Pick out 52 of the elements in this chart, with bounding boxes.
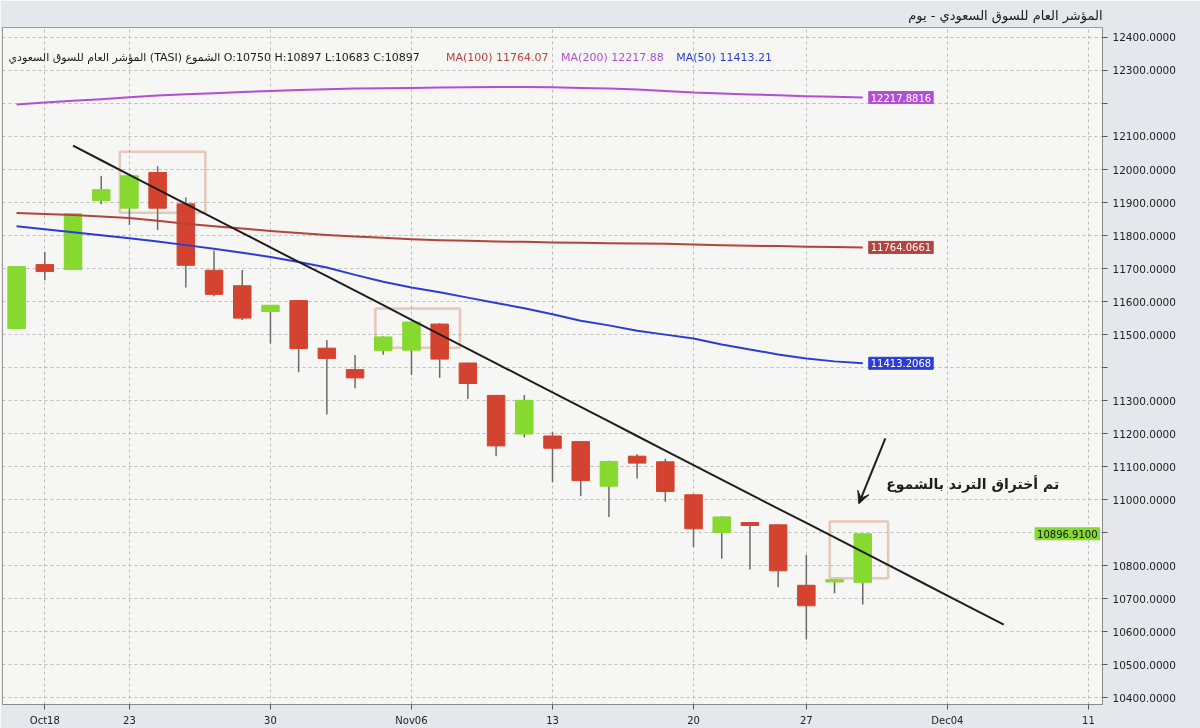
y-tick-label: 11500.0000: [1112, 328, 1176, 341]
y-tick-label: 11900.0000: [1112, 196, 1176, 209]
data-label: 11413.2068: [870, 358, 932, 370]
y-tick-label: 12400.0000: [1112, 31, 1176, 44]
candlestick: [345, 354, 365, 389]
y-tick-label: 12300.0000: [1112, 64, 1176, 77]
text: المؤشر العام للسوق السعودي (TASI) الشموع O:10750 H:10897 L:10683 C:10897: [8, 51, 420, 65]
y-tick-label: 10400.0000: [1112, 691, 1176, 704]
y-tick-label: 11300.0000: [1112, 394, 1176, 407]
x-tick-label: 11: [1082, 714, 1095, 726]
chart-title: المؤشر العام للسوق السعودي - يوم: [908, 7, 1103, 24]
line-series: [15, 225, 864, 365]
y-tick-label: 11000.0000: [1112, 493, 1176, 506]
x-tick-label: 20: [687, 714, 700, 726]
annotation: تم أختراق الترند بالشموع: [886, 475, 1060, 494]
y-tick-label: 11100.0000: [1112, 460, 1176, 473]
line-series: [15, 85, 864, 106]
y-tick-label: 10600.0000: [1112, 625, 1176, 638]
candlestick: [317, 339, 337, 416]
y-tick-label: 11700.0000: [1112, 262, 1176, 275]
x-tick-label: 27: [799, 714, 813, 726]
candlestick: [374, 335, 393, 356]
data-label: 12217.8816: [870, 92, 932, 104]
candlestick: [627, 453, 647, 480]
y-tick-label: 11200.0000: [1112, 427, 1176, 440]
y-tick-label: 12100.0000: [1112, 130, 1176, 143]
candlestick: [458, 361, 478, 400]
candlestick: [91, 175, 111, 205]
text: MA(100) 11764.07: [445, 51, 549, 65]
text: MA(200) 12217.88: [561, 51, 664, 65]
text: MA(50) 11413.21: [676, 51, 772, 65]
x-tick-label: Oct18: [29, 714, 60, 726]
x-tick-label: 23: [123, 714, 136, 726]
candlestick: [543, 430, 562, 483]
x-tick-label: 13: [546, 714, 559, 726]
candlestick: [797, 554, 816, 641]
y-tick-label: 11800.0000: [1112, 229, 1176, 242]
x-tick-label: 30: [264, 714, 277, 726]
candlestick: [712, 515, 731, 560]
candlestick: [740, 521, 760, 571]
text: 10896.9100: [1037, 528, 1098, 540]
candlestick: [35, 251, 55, 281]
y-tick-label: 10700.0000: [1112, 592, 1176, 605]
y-tick-label: 10800.0000: [1112, 559, 1176, 572]
x-tick-label: Nov06: [395, 714, 428, 726]
x-tick-label: Dec04: [931, 714, 964, 726]
data-label: 11764.0661: [870, 242, 932, 254]
candlestick: [261, 304, 280, 345]
line-series: [15, 212, 864, 249]
y-tick-label: 11600.0000: [1112, 295, 1176, 308]
y-tick-label: 10500.0000: [1112, 658, 1176, 671]
y-tick-label: 12000.0000: [1112, 163, 1176, 176]
